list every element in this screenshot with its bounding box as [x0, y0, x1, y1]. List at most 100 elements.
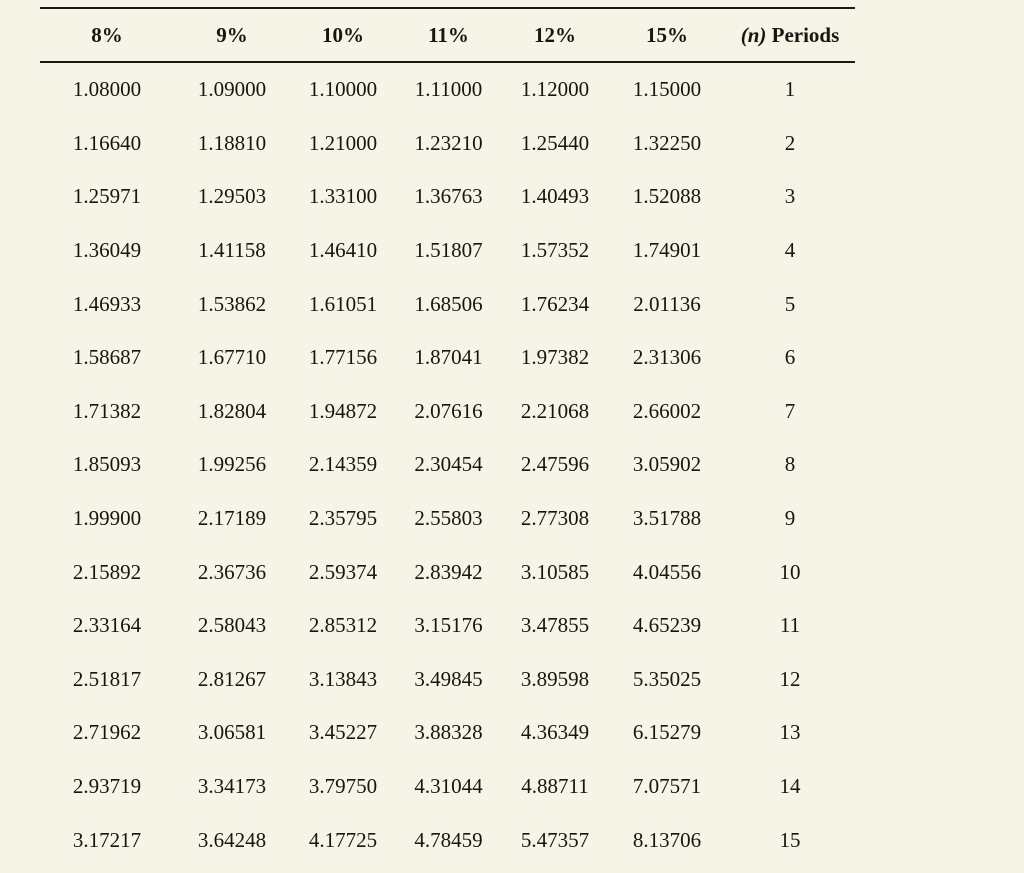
- page: 8% 9% 10% 11% 12% 15% (n) Periods 1.0800…: [0, 7, 1024, 873]
- table-row: 1.08000 1.09000 1.10000 1.11000 1.12000 1.150…: [40, 62, 855, 117]
- factor-cell: 2.36736: [197, 559, 267, 584]
- factor-cell: 1.57352: [520, 238, 590, 263]
- table-row: 1.25971 1.29503 1.33100 1.36763 1.40493 1.520…: [40, 170, 855, 224]
- period-cell: 9: [784, 506, 796, 531]
- factor-cell: 4.88711: [521, 774, 589, 799]
- factor-cell: 6.15279: [632, 720, 702, 745]
- factor-cell: 2.55803: [414, 506, 483, 531]
- table-row: 3.17217 3.64248 4.17725 4.78459 5.47357 8.137…: [40, 813, 855, 867]
- period-cell: 15: [779, 827, 801, 852]
- factor-cell: 3.13843: [308, 666, 378, 691]
- factor-cell: 3.15176: [414, 613, 483, 638]
- factor-cell: 2.66002: [632, 398, 702, 423]
- factor-cell: 2.71962: [72, 720, 142, 745]
- factor-cell: 3.79750: [308, 774, 378, 799]
- factor-cell: 1.33100: [308, 184, 378, 209]
- factor-cell: 1.36049: [72, 238, 142, 263]
- periods-n-symbol: (n): [740, 22, 767, 47]
- period-cell: 11: [779, 613, 801, 638]
- factor-cell: 1.46410: [308, 238, 378, 263]
- factor-cell: 4.78459: [414, 827, 483, 852]
- table-row: 1.58687 1.67710 1.77156 1.87041 1.97382 2.313…: [40, 331, 855, 385]
- column-header-12-percent: 12%: [501, 7, 609, 63]
- factor-cell: 4.17725: [308, 827, 378, 852]
- column-header-10-percent: 10%: [290, 7, 396, 63]
- factor-cell: 2.77308: [520, 506, 590, 531]
- factor-cell: 4.31044: [414, 774, 483, 799]
- period-cell: 2: [784, 130, 796, 155]
- table-row: 2.71962 3.06581 3.45227 3.88328 4.36349 6.152…: [40, 706, 855, 760]
- factor-cell: 1.99900: [72, 506, 142, 531]
- factor-cell: 1.82804: [197, 398, 267, 423]
- period-cell: 5: [784, 291, 796, 316]
- factor-cell: 3.51788: [632, 506, 702, 531]
- factor-cell: 8.13706: [632, 827, 702, 852]
- factor-cell: 1.29503: [197, 184, 267, 209]
- factor-cell: 1.16640: [72, 130, 142, 155]
- factor-cell: 3.45227: [308, 720, 378, 745]
- column-header-15-percent: 15%: [609, 7, 725, 63]
- factor-cell: 1.46933: [72, 291, 142, 316]
- table-row: 1.36049 1.41158 1.46410 1.51807 1.57352 1.749…: [40, 224, 855, 278]
- period-cell: 6: [784, 345, 796, 370]
- factor-cell: 1.23210: [414, 130, 483, 155]
- factor-cell: 1.41158: [198, 238, 266, 263]
- factor-cell: 2.07616: [414, 398, 483, 423]
- factor-cell: 1.97382: [520, 345, 590, 370]
- period-cell: 3: [784, 184, 796, 209]
- factor-cell: 2.59374: [308, 559, 378, 584]
- table-row: 2.33164 2.58043 2.85312 3.15176 3.47855 4.652…: [40, 599, 855, 653]
- factor-cell: 1.87041: [414, 345, 483, 370]
- period-cell: 13: [779, 720, 801, 745]
- factor-cell: 1.09000: [197, 77, 267, 102]
- period-cell: 10: [779, 559, 801, 584]
- factor-cell: 1.25440: [520, 130, 590, 155]
- factor-cell: 1.67710: [197, 345, 267, 370]
- factor-cell: 2.58043: [197, 613, 267, 638]
- future-value-factor-table: 8% 9% 10% 11% 12% 15% (n) Periods 1.0800…: [40, 7, 855, 867]
- factor-cell: 5.35025: [632, 666, 702, 691]
- factor-cell: 4.65239: [632, 613, 702, 638]
- factor-cell: 3.49845: [414, 666, 483, 691]
- table-row: 2.93719 3.34173 3.79750 4.31044 4.88711 7.075…: [40, 760, 855, 814]
- table-row: 1.46933 1.53862 1.61051 1.68506 1.76234 2.011…: [40, 277, 855, 331]
- column-header-8-percent: 8%: [40, 7, 174, 63]
- factor-cell: 1.94872: [308, 398, 378, 423]
- factor-cell: 1.61051: [308, 291, 378, 316]
- factor-cell: 2.33164: [72, 613, 142, 638]
- factor-cell: 7.07571: [632, 774, 702, 799]
- factor-cell: 2.31306: [632, 345, 702, 370]
- factor-cell: 2.93719: [72, 774, 142, 799]
- table-body: 1.08000 1.09000 1.10000 1.11000 1.12000 1.150…: [40, 62, 855, 867]
- factor-cell: 2.85312: [308, 613, 378, 638]
- factor-cell: 1.21000: [308, 130, 378, 155]
- factor-cell: 2.30454: [414, 452, 483, 477]
- factor-cell: 3.17217: [72, 827, 142, 852]
- period-cell: 8: [784, 452, 796, 477]
- column-header-periods: (n) Periods: [725, 7, 855, 63]
- factor-cell: 3.89598: [520, 666, 590, 691]
- period-cell: 14: [779, 774, 801, 799]
- factor-cell: 1.25971: [72, 184, 142, 209]
- period-cell: 12: [779, 666, 801, 691]
- factor-cell: 1.77156: [308, 345, 378, 370]
- factor-cell: 1.85093: [72, 452, 142, 477]
- table-row: 1.71382 1.82804 1.94872 2.07616 2.21068 2.660…: [40, 385, 855, 439]
- factor-cell: 3.88328: [414, 720, 483, 745]
- header-row: 8% 9% 10% 11% 12% 15% (n) Periods: [40, 7, 855, 63]
- factor-cell: 2.51817: [72, 666, 142, 691]
- factor-cell: 4.04556: [632, 559, 702, 584]
- factor-cell: 1.52088: [632, 184, 702, 209]
- factor-cell: 2.15892: [72, 559, 142, 584]
- factor-cell: 1.15000: [632, 77, 702, 102]
- factor-cell: 1.58687: [72, 345, 142, 370]
- column-header-9-percent: 9%: [174, 7, 290, 63]
- table-row: 2.15892 2.36736 2.59374 2.83942 3.10585 4.045…: [40, 545, 855, 599]
- factor-cell: 1.68506: [414, 291, 483, 316]
- factor-cell: 1.18810: [197, 130, 267, 155]
- factor-cell: 2.81267: [197, 666, 267, 691]
- period-cell: 4: [784, 238, 796, 263]
- factor-cell: 3.34173: [197, 774, 267, 799]
- factor-cell: 2.17189: [197, 506, 267, 531]
- factor-cell: 1.08000: [72, 77, 142, 102]
